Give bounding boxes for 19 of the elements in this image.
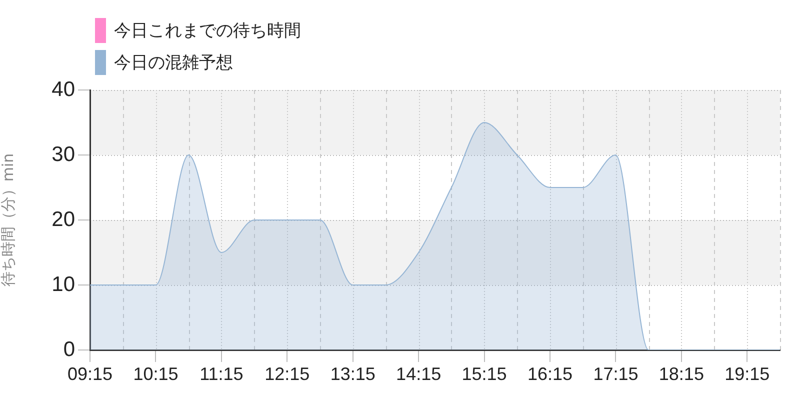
- x-tick-label: 11:15: [200, 364, 244, 384]
- y-tick-label: 30: [52, 142, 75, 166]
- y-tick-label: 10: [52, 272, 75, 296]
- x-tick-label: 17:15: [593, 364, 638, 384]
- x-tick-label: 15:15: [462, 364, 507, 384]
- x-tick-label: 18:15: [658, 364, 704, 384]
- x-tick-label: 16:15: [527, 364, 573, 384]
- x-tick-label: 14:15: [396, 364, 442, 384]
- x-tick-label: 12:15: [264, 364, 310, 384]
- legend-label: 今日これまでの待ち時間: [114, 20, 301, 42]
- legend-label: 今日の混雑予想: [114, 52, 233, 74]
- x-tick-label: 19:15: [724, 364, 770, 384]
- y-tick-label: 40: [52, 78, 75, 101]
- y-tick-label: 0: [63, 338, 75, 361]
- y-tick-label: 20: [52, 208, 75, 231]
- x-tick-label: 13:15: [330, 364, 376, 384]
- x-tick-label: 09:15: [67, 364, 113, 384]
- x-tick-label: 10:15: [133, 364, 178, 384]
- y-axis-title: 待ち時間（分）min: [0, 153, 17, 287]
